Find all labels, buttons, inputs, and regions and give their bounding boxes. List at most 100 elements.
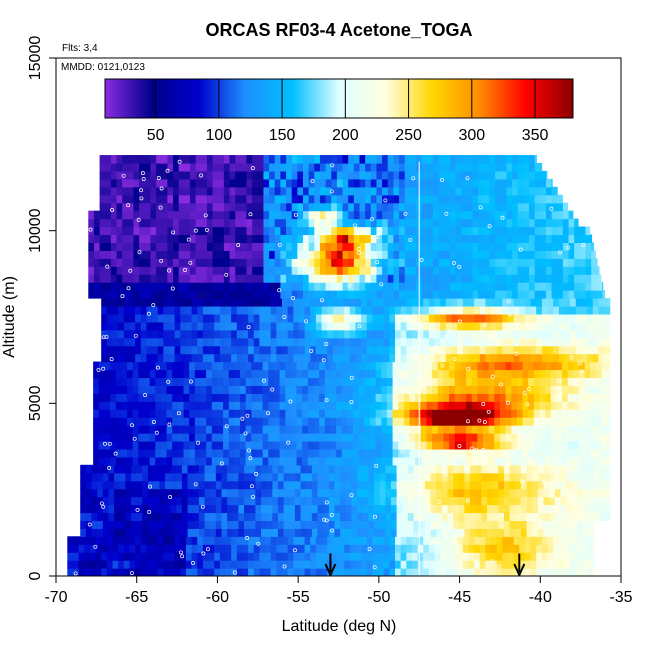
sample-point — [465, 176, 470, 181]
sample-point — [451, 261, 456, 265]
sample-point — [433, 345, 438, 350]
sample-point — [448, 328, 453, 333]
arrow-head — [513, 563, 526, 576]
sample-point — [506, 400, 510, 405]
sample-point — [102, 441, 107, 446]
x-axis-label: Latitude (deg N) — [282, 618, 397, 635]
sample-point — [554, 386, 559, 391]
sample-point — [246, 325, 251, 330]
sample-point — [101, 366, 106, 371]
x-tick-label: -40 — [529, 589, 552, 606]
arrow-head — [324, 563, 337, 576]
sample-point — [557, 250, 562, 255]
sample-point — [249, 484, 254, 489]
sample-point — [293, 212, 298, 217]
x-tick-label: -65 — [125, 589, 148, 606]
sample-point — [482, 420, 487, 425]
sample-point — [224, 424, 229, 429]
sample-point — [270, 387, 275, 392]
sample-point — [190, 561, 195, 565]
sample-point — [73, 571, 78, 576]
sample-point — [159, 258, 164, 263]
sample-point — [286, 440, 291, 445]
sample-point — [219, 461, 224, 466]
sample-point — [310, 179, 315, 184]
sample-point — [430, 526, 435, 531]
sample-point — [353, 223, 358, 228]
sample-point — [541, 480, 546, 485]
x-tick-label: -60 — [206, 589, 229, 606]
sample-point — [250, 166, 255, 171]
sample-point — [107, 441, 112, 446]
sample-point — [199, 173, 204, 178]
sample-point — [499, 512, 504, 517]
sample-point — [583, 572, 588, 576]
sample-point — [139, 196, 144, 201]
sample-point — [466, 366, 471, 371]
sample-point — [522, 390, 527, 395]
sample-point — [165, 168, 170, 173]
sample-point — [356, 250, 361, 255]
sample-point — [246, 448, 251, 453]
sample-point — [413, 354, 418, 359]
sample-point — [419, 257, 424, 262]
sample-point — [349, 375, 354, 380]
x-tick-label: -45 — [448, 589, 471, 606]
colorbar-tick-label: 150 — [269, 127, 296, 144]
sample-point — [349, 493, 354, 498]
sample-point — [489, 559, 494, 564]
sample-point — [444, 211, 449, 216]
colorbar-tick-label: 200 — [332, 127, 359, 144]
sample-point — [324, 342, 329, 346]
sample-point — [243, 431, 248, 436]
sample-point — [177, 159, 182, 164]
y-tick-label: 0 — [27, 571, 44, 580]
sample-point — [474, 308, 479, 313]
sample-point — [137, 250, 142, 255]
chart-title: ORCAS RF03-4 Acetone_TOGA — [205, 20, 472, 40]
sample-point — [536, 420, 541, 425]
sample-point — [176, 411, 181, 416]
sample-point — [147, 311, 151, 316]
sample-point — [486, 409, 491, 414]
sample-point — [443, 535, 448, 540]
sample-point — [256, 541, 261, 546]
sample-point — [245, 536, 250, 540]
colorbar: 50 100 150 200 250 300 350 — [104, 78, 574, 144]
x-tick-label: -50 — [367, 589, 390, 606]
sample-point — [329, 512, 334, 517]
colorbar-tick-label: 250 — [395, 127, 422, 144]
sample-point — [167, 268, 171, 273]
sample-point — [143, 393, 148, 398]
sample-point — [321, 358, 326, 363]
sample-point — [151, 303, 156, 308]
sample-point — [183, 268, 187, 272]
sample-point — [277, 288, 282, 293]
sample-point — [170, 286, 175, 291]
sample-point — [557, 378, 562, 383]
sample-point — [404, 316, 409, 321]
sample-point — [128, 268, 133, 273]
sample-point — [107, 466, 112, 470]
sample-point — [245, 413, 250, 418]
sample-point — [132, 436, 137, 441]
sample-point — [151, 420, 156, 424]
sample-point — [324, 500, 329, 505]
sample-point — [538, 518, 543, 523]
sample-point — [507, 312, 512, 317]
y-axis: 0 5000 10000 15000 — [27, 36, 56, 580]
sample-point — [126, 203, 131, 208]
sample-point — [205, 547, 210, 552]
sample-point — [453, 455, 458, 460]
sample-point — [101, 335, 106, 340]
sample-point — [251, 494, 255, 499]
sample-point — [113, 451, 118, 456]
sample-point — [570, 334, 575, 339]
sample-point — [375, 234, 380, 239]
date-note: MMDD: 0121,0123 — [61, 62, 145, 73]
sample-point — [171, 230, 176, 235]
sample-point — [441, 524, 445, 529]
sample-point — [374, 463, 379, 468]
sample-point — [356, 246, 361, 251]
sample-point — [139, 188, 144, 193]
